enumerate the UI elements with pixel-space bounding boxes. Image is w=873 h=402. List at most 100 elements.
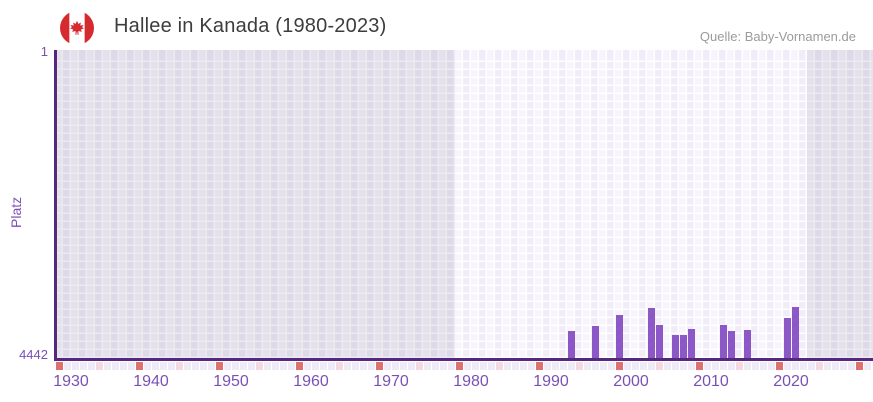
x-tick-2000: 2000 xyxy=(613,373,649,390)
timeline-year-1933 xyxy=(79,362,87,370)
timeline-year-2026 xyxy=(823,362,831,370)
timeline-year-1991 xyxy=(543,362,551,370)
bar-1994 xyxy=(567,331,575,358)
y-axis-tick-bottom: 4442 xyxy=(19,347,48,362)
timeline-year-1935 xyxy=(95,362,103,370)
bar-2022 xyxy=(791,307,799,358)
timeline-year-1974 xyxy=(407,362,415,370)
timeline-year-2005 xyxy=(655,362,663,370)
timeline-year-2015 xyxy=(735,362,743,370)
timeline-year-1980 xyxy=(455,362,463,370)
timeline-year-2006 xyxy=(663,362,671,370)
timeline-year-1936 xyxy=(103,362,111,370)
bar-2013 xyxy=(719,325,727,358)
page-title: Hallee in Kanada (1980-2023) xyxy=(114,15,387,37)
timeline-year-1948 xyxy=(199,362,207,370)
x-tick-2020: 2020 xyxy=(773,373,809,390)
timeline-year-1938 xyxy=(119,362,127,370)
timeline-year-1996 xyxy=(583,362,591,370)
timeline-year-2018 xyxy=(759,362,767,370)
timeline-year-2022 xyxy=(791,362,799,370)
bar-2000 xyxy=(615,314,623,358)
timeline-year-1946 xyxy=(183,362,191,370)
bar-2005 xyxy=(655,325,663,358)
timeline-year-1955 xyxy=(255,362,263,370)
timeline-year-1999 xyxy=(607,362,615,370)
timeline-year-1954 xyxy=(247,362,255,370)
timeline-year-2007 xyxy=(671,362,679,370)
timeline-year-1982 xyxy=(471,362,479,370)
timeline-year-1957 xyxy=(271,362,279,370)
source-credit: Quelle: Baby-Vornamen.de xyxy=(699,29,856,44)
timeline-year-1971 xyxy=(383,362,391,370)
timeline-year-1997 xyxy=(591,362,599,370)
timeline-year-2016 xyxy=(743,362,751,370)
timeline-year-1941 xyxy=(143,362,151,370)
timeline-year-1932 xyxy=(71,362,79,370)
y-axis-line xyxy=(54,50,57,361)
bar-1997 xyxy=(591,326,599,358)
timeline-year-1970 xyxy=(375,362,383,370)
timeline-year-1995 xyxy=(575,362,583,370)
x-tick-1960: 1960 xyxy=(293,373,329,390)
y-axis-tick-top: 1 xyxy=(40,44,48,59)
timeline-year-1976 xyxy=(423,362,431,370)
timeline-year-1972 xyxy=(391,362,399,370)
x-tick-1990: 1990 xyxy=(533,373,569,390)
timeline-year-1945 xyxy=(175,362,183,370)
bar-2009 xyxy=(687,329,695,358)
timeline-year-1967 xyxy=(351,362,359,370)
timeline-year-1937 xyxy=(111,362,119,370)
timeline-year-1940 xyxy=(135,362,143,370)
timeline-year-2027 xyxy=(831,362,839,370)
timeline-year-2002 xyxy=(631,362,639,370)
x-tick-1930: 1930 xyxy=(53,373,89,390)
x-tick-1950: 1950 xyxy=(213,373,249,390)
timeline-year-1939 xyxy=(127,362,135,370)
timeline-year-1993 xyxy=(559,362,567,370)
timeline-year-1985 xyxy=(495,362,503,370)
bar-2014 xyxy=(727,331,735,358)
timeline-year-1966 xyxy=(343,362,351,370)
x-tick-1940: 1940 xyxy=(133,373,169,390)
timeline-year-2028 xyxy=(839,362,847,370)
timeline-year-2012 xyxy=(711,362,719,370)
timeline-year-1998 xyxy=(599,362,607,370)
bar-2008 xyxy=(679,335,687,358)
timeline-year-2030 xyxy=(855,362,863,370)
timeline-year-2019 xyxy=(767,362,775,370)
timeline-year-2014 xyxy=(727,362,735,370)
timeline-year-1950 xyxy=(215,362,223,370)
timeline-year-1992 xyxy=(551,362,559,370)
x-tick-1970: 1970 xyxy=(373,373,409,390)
timeline-year-1930 xyxy=(55,362,63,370)
timeline-year-1964 xyxy=(327,362,335,370)
x-axis-line xyxy=(54,358,873,361)
timeline-year-1975 xyxy=(415,362,423,370)
timeline-year-1986 xyxy=(503,362,511,370)
timeline-year-1969 xyxy=(367,362,375,370)
timeline-year-2017 xyxy=(751,362,759,370)
out-of-range-shade-left xyxy=(57,50,455,358)
timeline-year-2010 xyxy=(695,362,703,370)
timeline-year-1962 xyxy=(311,362,319,370)
timeline-year-2023 xyxy=(799,362,807,370)
bar-2007 xyxy=(671,335,679,358)
timeline-year-2004 xyxy=(647,362,655,370)
timeline-year-1942 xyxy=(151,362,159,370)
timeline-year-1931 xyxy=(63,362,71,370)
timeline-year-1981 xyxy=(463,362,471,370)
x-tick-2010: 2010 xyxy=(693,373,729,390)
timeline-year-1951 xyxy=(223,362,231,370)
timeline-year-2029 xyxy=(847,362,855,370)
plot-grid-background xyxy=(57,50,873,358)
timeline-year-1960 xyxy=(295,362,303,370)
timeline-year-2003 xyxy=(639,362,647,370)
timeline-year-1979 xyxy=(447,362,455,370)
timeline-year-2013 xyxy=(719,362,727,370)
timeline-year-1987 xyxy=(511,362,519,370)
timeline-year-1963 xyxy=(319,362,327,370)
timeline-year-1956 xyxy=(263,362,271,370)
timeline-year-1990 xyxy=(535,362,543,370)
